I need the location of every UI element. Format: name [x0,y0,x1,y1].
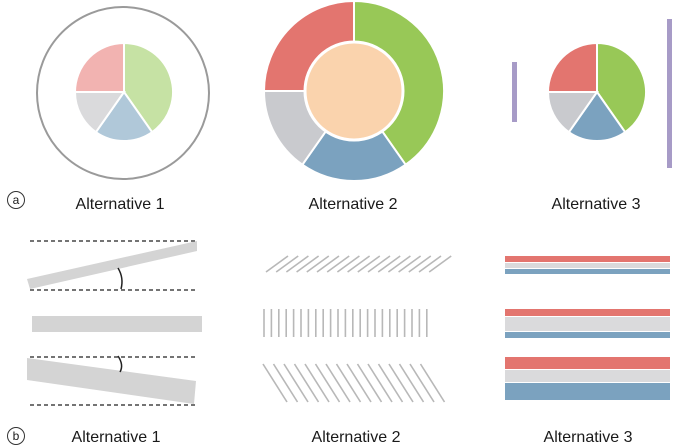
b-alt2-hatch-shallow-line [377,255,401,273]
alt1-pie [73,41,174,142]
b-alt2-hatch-shallow-line [387,255,411,273]
b-alt2-hatch-shallow-line [296,255,320,273]
alt2-center-disk [303,40,405,142]
b-alt3-s2-red [505,309,670,316]
b-alt3-stripes-group [505,256,670,400]
b-alt2-hatch-steep-line [367,363,393,403]
b-alt2-hatch-steep-line [377,363,404,403]
b-alt2-hatch-steep-line [325,363,351,403]
alt1-slice-green [123,41,174,134]
panel-a-label-alt2: Alternative 2 [308,196,398,213]
b-alt2-hatch-steep-line [419,363,446,403]
b-alt2-hatch-steep-line [388,363,414,403]
b-alt2-hatch-shallow-line [408,255,432,273]
panel-b-marker: b [7,427,25,445]
b-alt2-hatch-shallow-line [357,255,381,273]
alt3-slice-green [596,41,647,134]
b-alt2-hatch-shallow-line [275,255,299,273]
alt1-pie-group [36,6,210,180]
b-alt2-hatch-shallow-line [265,255,289,273]
b-alt2-hatch-shallow-line [306,255,330,273]
b-alt3-s1-gray [505,263,670,268]
panel-a-marker: a [7,191,25,209]
b-alt1-angle-arc-1 [117,267,123,290]
alt3-pie-group [512,19,672,168]
panel-b-label-alt3: Alternative 3 [543,429,633,446]
b-alt2-hatch-shallow-line [347,255,371,273]
alt1-slice-blue [94,90,154,142]
alt3-slice-red [546,41,598,93]
b-alt3-s3-red [505,357,670,369]
b-alt3-s1-blue [505,269,670,274]
b-alt2-hatch-steep-line [314,363,341,403]
b-alt1-angle-arc-2 [117,355,123,373]
panel-b-label-alt2: Alternative 2 [311,429,401,446]
b-alt1-bar-down [27,358,196,404]
b-alt2-hatch-steep-line [262,363,288,403]
b-alt2-hatch-steep-line [346,363,372,403]
b-alt3-s3-gray [505,370,670,382]
alt3-right-bar [667,19,672,168]
b-alt2-hatch-shallow-line [326,255,350,273]
b-alt3-s2-blue [505,332,670,338]
b-alt2-hatch-group [262,255,452,403]
b-alt2-hatch-steep-line [283,363,309,403]
alt1-outer-circle [36,6,210,180]
b-alt2-hatch-steep-line [272,363,299,403]
alt3-pie [546,41,647,142]
b-alt2-hatch-steep-line [409,363,435,403]
b-alt3-s2-gray [505,317,670,331]
alt3-slice-blue [567,90,627,142]
panel-a-label-alt3: Alternative 3 [551,196,641,213]
b-alt2-hatch-shallow-line [285,255,309,273]
b-alt2-hatch-shallow-line [398,255,422,273]
b-alt2-hatch-shallow-line [316,255,340,273]
b-alt3-s1-red [505,256,670,262]
b-alt1-bar-flat [32,316,202,332]
panel-b-label-alt1: Alternative 1 [71,429,161,446]
b-alt2-hatch-shallow-line [336,255,360,273]
alt2-donut-group [262,0,445,182]
b-alt2-hatch-steep-line [356,363,383,403]
panel-a-label-alt1: Alternative 1 [75,196,165,213]
b-alt2-hatch-shallow-line [428,255,452,273]
b-alt2-hatch-shallow-line [367,255,391,273]
b-alt1-tilt-group [27,240,202,406]
b-alt1-bar-up [27,241,197,289]
b-alt2-hatch-shallow-line [418,255,442,273]
b-alt3-s3-blue [505,383,670,400]
b-alt2-hatch-steep-line [293,363,320,403]
b-alt2-hatch-steep-line [398,363,425,403]
alt1-slice-red [73,41,125,93]
b-alt2-hatch-steep-line [335,363,362,403]
alt3-left-bar [512,62,517,122]
b-alt2-hatch-steep-line [304,363,330,403]
